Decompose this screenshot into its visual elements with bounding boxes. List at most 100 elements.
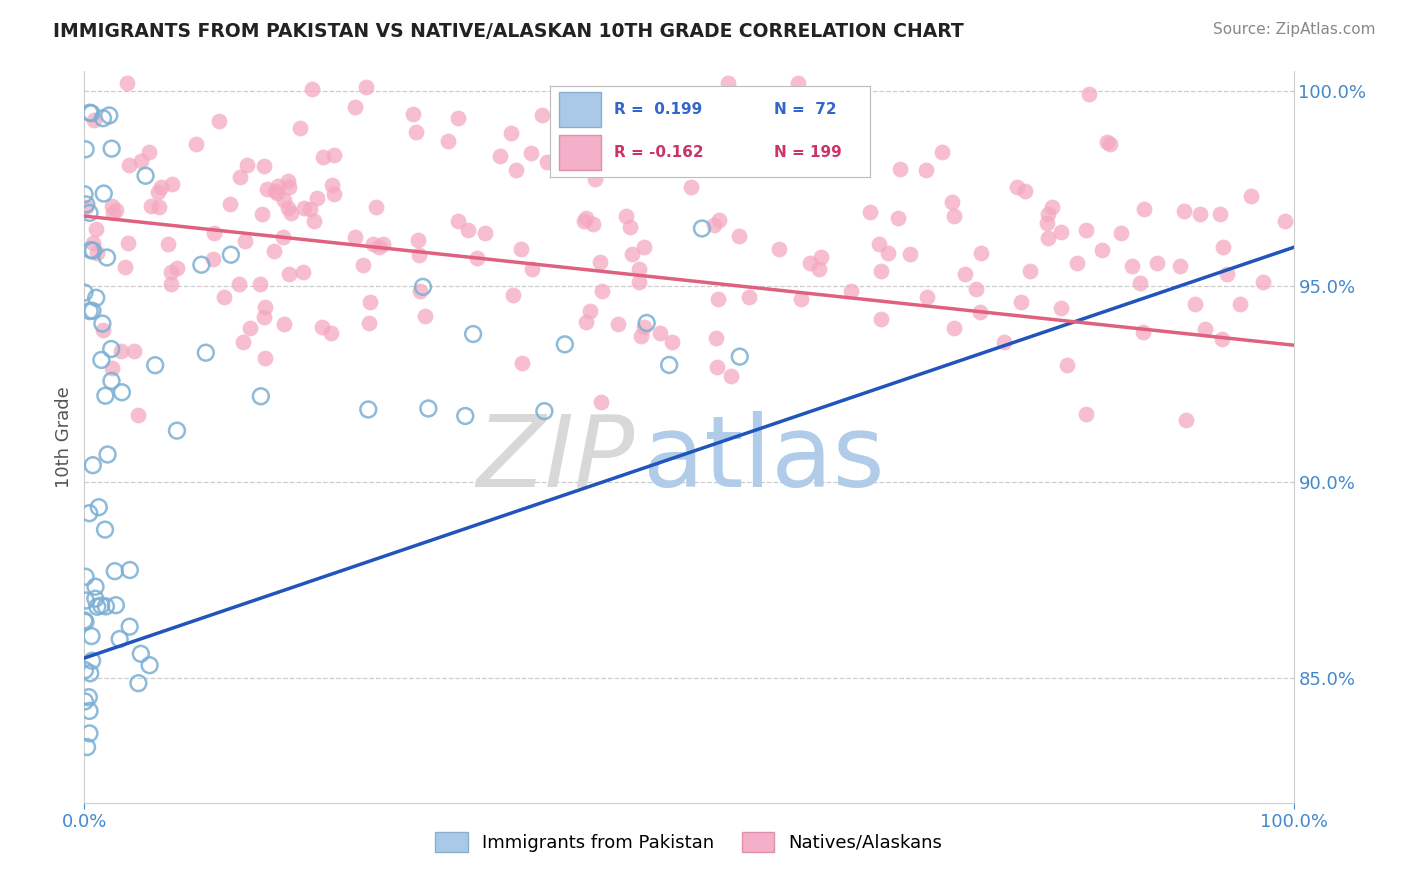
Point (941, 194, 963, 209)
Point (267, 178, 290, 193)
Point (79, 304, 101, 318)
Point (228, 277, 250, 292)
Point (73, 694, 96, 708)
Point (589, 255, 612, 269)
Point (79, 105, 101, 120)
Point (271, 229, 294, 244)
Point (870, 264, 893, 278)
Point (554, 337, 576, 351)
Point (418, 401, 440, 416)
Point (728, 229, 751, 244)
Point (717, 76, 740, 90)
Point (402, 107, 425, 121)
Point (1253, 275, 1275, 289)
Point (1056, 358, 1078, 372)
Point (575, 314, 598, 328)
Point (194, 345, 217, 359)
Point (86, 599, 108, 614)
Point (101, 199, 124, 213)
Point (87, 500, 110, 515)
Point (79, 704, 101, 718)
Point (122, 344, 145, 359)
Point (502, 288, 524, 302)
Point (799, 255, 821, 269)
Point (943, 320, 966, 334)
Point (619, 220, 641, 235)
Point (288, 121, 311, 136)
Point (436, 134, 458, 148)
Point (100, 342, 122, 356)
Point (354, 79, 377, 94)
Point (357, 316, 380, 330)
Point (620, 246, 643, 260)
Point (581, 218, 603, 232)
Point (83, 112, 105, 127)
Point (373, 236, 395, 251)
Point (707, 293, 730, 307)
Point (219, 196, 242, 211)
Point (1074, 223, 1097, 237)
Point (79, 206, 101, 220)
Point (412, 280, 434, 294)
Point (75, 200, 97, 214)
Point (138, 145, 160, 160)
Point (413, 309, 436, 323)
Point (110, 343, 132, 358)
Point (877, 246, 900, 260)
Point (344, 100, 367, 114)
Text: IMMIGRANTS FROM PAKISTAN VS NATIVE/ALASKAN 10TH GRADE CORRELATION CHART: IMMIGRANTS FROM PAKISTAN VS NATIVE/ALASK… (53, 22, 965, 41)
Point (530, 108, 553, 122)
Point (633, 239, 655, 253)
Point (648, 326, 671, 340)
Point (76, 740, 98, 755)
Point (105, 202, 128, 217)
Point (148, 200, 170, 214)
Point (322, 187, 344, 202)
Point (202, 226, 225, 240)
Point (1091, 243, 1114, 257)
Point (100, 142, 122, 156)
Point (1229, 297, 1251, 311)
Point (993, 335, 1015, 350)
Point (1209, 207, 1232, 221)
Point (82, 458, 104, 473)
Point (160, 265, 183, 279)
Point (790, 293, 813, 307)
Point (1005, 180, 1028, 194)
Point (1128, 277, 1150, 291)
Point (630, 328, 652, 343)
Point (77, 506, 100, 520)
Point (488, 149, 510, 163)
Point (84, 580, 107, 594)
Point (166, 424, 188, 438)
Point (114, 260, 136, 274)
Point (304, 214, 326, 228)
Point (91, 323, 114, 337)
Point (1109, 226, 1132, 240)
Point (344, 229, 367, 244)
Point (150, 180, 173, 194)
Point (1066, 256, 1088, 270)
Point (575, 211, 598, 225)
Point (73, 614, 96, 628)
Point (190, 258, 212, 272)
Point (953, 267, 976, 281)
Point (228, 170, 250, 185)
Point (212, 290, 235, 304)
Point (868, 236, 890, 251)
Point (841, 284, 863, 298)
Point (681, 179, 703, 194)
Point (129, 647, 152, 661)
Point (253, 310, 276, 324)
Point (292, 201, 315, 215)
Point (1014, 184, 1036, 198)
Point (277, 179, 299, 194)
Point (118, 563, 141, 577)
Point (454, 409, 477, 423)
Point (408, 233, 430, 247)
Point (86, 245, 108, 260)
Point (84, 291, 107, 305)
Point (808, 261, 831, 276)
Point (253, 351, 276, 365)
Point (298, 202, 321, 217)
